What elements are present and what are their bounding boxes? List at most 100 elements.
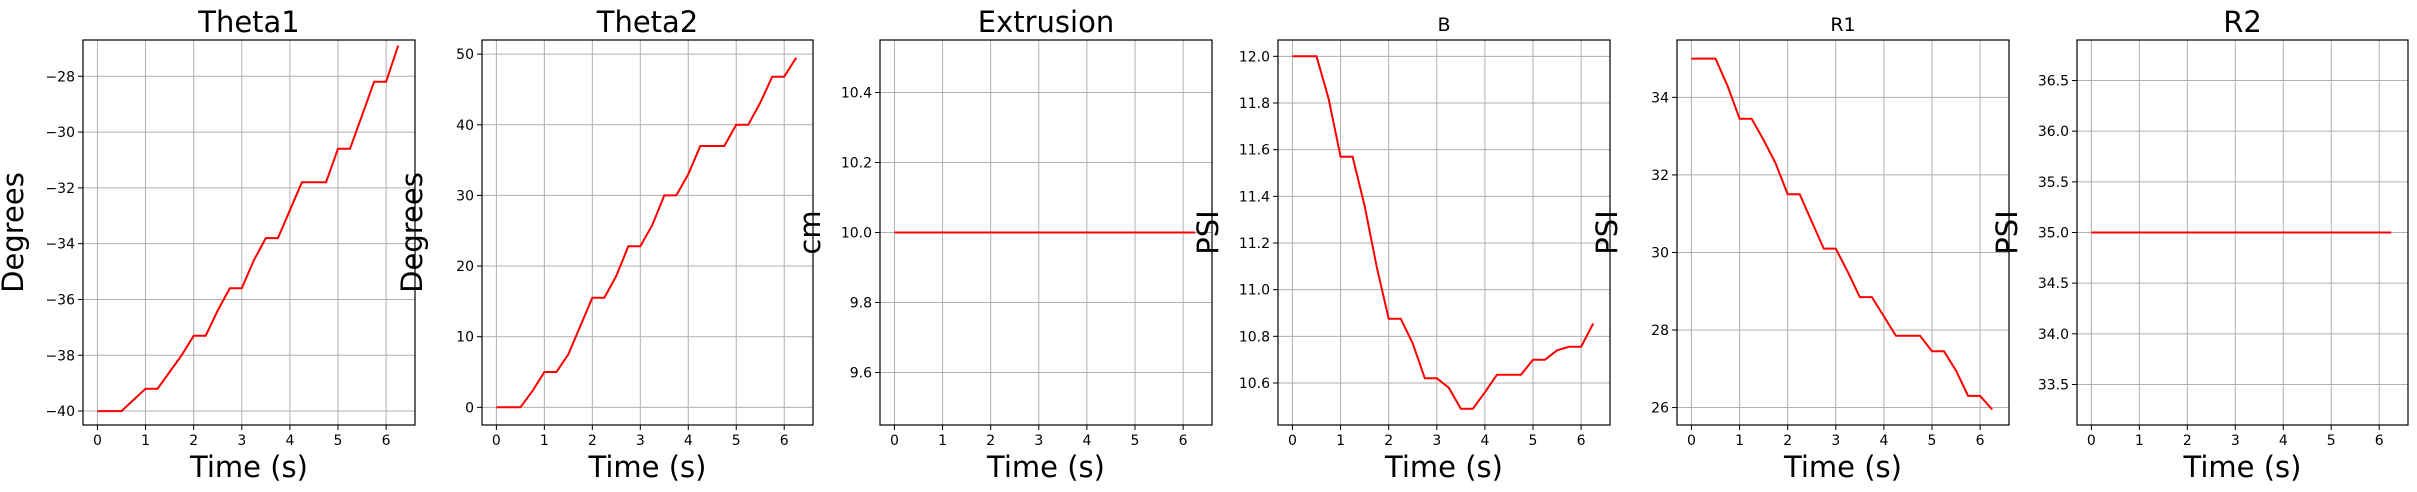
subplot-1: 0 1 2 3 4 5 6 −40 −38 −36 −34 −32 −30 −28 Theta1 Time (…: [0, 5, 416, 484]
x-axis-label: Time (s): [1384, 450, 1503, 484]
x-tick-label: 0: [1687, 433, 1696, 449]
y-axis-label: cm: [793, 210, 827, 254]
x-tick-label: 3: [1831, 433, 1840, 449]
grid: [482, 40, 813, 425]
y-tick-label: 11.2: [1239, 236, 1270, 252]
x-tick-label: 2: [588, 433, 597, 449]
x-tick-label: 3: [636, 433, 645, 449]
y-tick-label: 10.0: [841, 226, 872, 242]
grid: [1677, 40, 2009, 425]
y-tick-label: 10.8: [1239, 329, 1270, 345]
x-tick-label: 2: [189, 433, 198, 449]
x-tick-label: 5: [1131, 433, 1140, 449]
y-tick-label: 36.5: [2038, 74, 2069, 90]
x-tick-label: 5: [334, 433, 343, 449]
y-tick-label: 30: [1651, 245, 1669, 261]
y-tick-label: 34.5: [2038, 276, 2069, 292]
y-axis-label: PSI: [1990, 210, 2024, 254]
y-tick-label: 0: [465, 400, 474, 416]
x-tick-label: 0: [890, 433, 899, 449]
y-tick-label: 10.4: [841, 86, 872, 102]
x-tick-label: 3: [1432, 433, 1441, 449]
y-tick-label: 10.2: [841, 156, 872, 172]
axes-frame: [1676, 39, 2010, 426]
axes-frame: [481, 39, 814, 426]
y-tick-label: 33.5: [2038, 377, 2069, 393]
x-tick-label: 5: [1928, 433, 1937, 449]
x-tick-label: 4: [1480, 433, 1489, 449]
x-tick-label: 1: [1735, 433, 1744, 449]
x-tick-label: 4: [2279, 433, 2288, 449]
x-tick-label: 2: [1783, 433, 1792, 449]
x-axis-label: Time (s): [2183, 450, 2302, 484]
y-tick-label: 11.0: [1239, 283, 1270, 299]
x-tick-label: 3: [237, 433, 246, 449]
y-tick-label: 26: [1651, 401, 1669, 417]
x-tick-label: 6: [1179, 433, 1188, 449]
chart-title: R1: [1830, 14, 1855, 36]
y-tick-label: 9.8: [850, 296, 872, 312]
y-tick-label: 11.4: [1239, 189, 1270, 205]
x-axis-label: Time (s): [986, 450, 1105, 484]
x-tick-label: 6: [382, 433, 391, 449]
x-tick-label: 1: [938, 433, 947, 449]
x-tick-label: 5: [2327, 433, 2336, 449]
x-tick-label: 4: [1082, 433, 1091, 449]
x-tick-label: 0: [93, 433, 102, 449]
x-tick-label: 1: [540, 433, 549, 449]
y-tick-label: 11.8: [1239, 96, 1270, 112]
x-axis-label: Time (s): [1783, 450, 1902, 484]
y-tick-label: 34.0: [2038, 327, 2069, 343]
x-axis-label: Time (s): [588, 450, 707, 484]
y-tick-label: 32: [1651, 168, 1669, 184]
x-tick-label: 5: [1529, 433, 1538, 449]
x-tick-label: 0: [1288, 433, 1297, 449]
x-tick-label: 1: [1336, 433, 1345, 449]
axes-frame: [82, 39, 416, 426]
y-tick-label: 34: [1651, 90, 1669, 106]
x-tick-label: 3: [2231, 433, 2240, 449]
axes-frame: [1277, 39, 1611, 426]
y-tick-label: 36.0: [2038, 124, 2069, 140]
y-tick-label: −28: [45, 69, 75, 85]
y-axis-label: PSI: [1191, 210, 1225, 254]
subplot-2: 0 1 2 3 4 5 6 0 10 20 30 40 50 Theta2 Time (s) Degrees: [395, 5, 814, 484]
chart-title: Theta1: [197, 5, 300, 39]
chart-title: R2: [2223, 5, 2262, 39]
subplot-3: 0 1 2 3 4 5 6 9.6 9.8 10.0 10.2 10.4 Extrusion Time (…: [793, 5, 1213, 484]
subplot-6: 0 1 2 3 4 5 6 33.5 34.0 34.5 35.0 35.5 36.0 36.5 R2 Tim…: [1990, 5, 2409, 484]
subplot-4: 0 1 2 3 4 5 6 10.6 10.8 11.0 11.2 11.4 11.6 11.8 12.0 B…: [1191, 14, 1611, 484]
y-tick-label: 50: [456, 47, 474, 63]
y-axis-label: PSI: [1590, 210, 1624, 254]
x-tick-label: 2: [1384, 433, 1393, 449]
y-tick-label: 12.0: [1239, 49, 1270, 65]
x-tick-label: 4: [684, 433, 693, 449]
x-tick-label: 6: [780, 433, 789, 449]
series-line: [97, 45, 400, 413]
x-tick-label: 6: [1976, 433, 1985, 449]
y-tick-label: 28: [1651, 323, 1669, 339]
x-tick-label: 0: [492, 433, 501, 449]
y-axis-label: Degrees: [395, 172, 429, 293]
x-tick-label: 4: [1879, 433, 1888, 449]
chart-title: Extrusion: [978, 5, 1114, 39]
y-tick-label: 30: [456, 188, 474, 204]
y-tick-label: 9.6: [850, 366, 872, 382]
y-tick-label: −32: [45, 181, 75, 197]
y-tick-label: 20: [456, 259, 474, 275]
y-tick-label: 35.0: [2038, 226, 2069, 242]
x-axis-label: Time (s): [189, 450, 308, 484]
chart-title: B: [1437, 14, 1450, 36]
x-tick-label: 6: [1577, 433, 1586, 449]
y-tick-label: −30: [45, 125, 75, 141]
y-tick-label: −36: [45, 292, 75, 308]
y-tick-label: 35.5: [2038, 175, 2069, 191]
y-tick-label: 10.6: [1239, 376, 1270, 392]
x-tick-label: 0: [2087, 433, 2096, 449]
series-line: [496, 57, 798, 409]
y-tick-label: 10: [456, 330, 474, 346]
y-tick-label: 40: [456, 118, 474, 134]
x-tick-label: 2: [2183, 433, 2192, 449]
